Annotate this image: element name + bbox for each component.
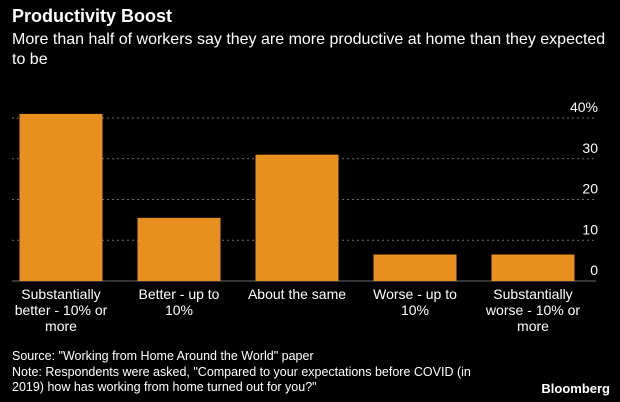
x-category-label-0-line-1: better - 10% or xyxy=(15,302,108,318)
bar-0 xyxy=(19,113,103,281)
x-category-label-2-line-0: About the same xyxy=(248,286,346,302)
bar-3 xyxy=(373,254,457,281)
chart-title: Productivity Boost xyxy=(12,6,173,26)
y-tick-label-40: 40% xyxy=(570,99,598,115)
bar-1 xyxy=(137,217,221,281)
bar-4 xyxy=(491,254,575,281)
respondent-note-line-1: Note: Respondents were asked, "Compared … xyxy=(12,364,471,379)
x-category-label-1-line-0: Better - up to xyxy=(139,286,220,302)
bloomberg-logo: Bloomberg xyxy=(541,381,610,396)
source-note: Source: "Working from Home Around the Wo… xyxy=(12,349,314,363)
y-tick-label-20: 20 xyxy=(582,181,598,197)
y-tick-label-0: 0 xyxy=(590,262,598,278)
x-category-label-4-line-2: more xyxy=(517,318,549,334)
respondent-note-line-2: 2019) how has working from home turned o… xyxy=(12,380,317,394)
x-category-label-1-line-1: 10% xyxy=(165,302,193,318)
chart-footer: Source: "Working from Home Around the Wo… xyxy=(12,349,532,396)
x-category-label-4-line-1: worse - 10% or xyxy=(485,302,580,318)
bar-2 xyxy=(255,154,339,281)
x-category-label-4-line-0: Substantially xyxy=(493,286,572,302)
chart-subtitle: More than half of workers say they are m… xyxy=(12,31,606,68)
x-category-label-3-line-1: 10% xyxy=(401,302,429,318)
y-tick-label-10: 10 xyxy=(582,221,598,237)
x-category-label-0-line-2: more xyxy=(45,318,77,334)
x-category-label-0-line-0: Substantially xyxy=(21,286,100,302)
x-category-label-3-line-0: Worse - up to xyxy=(373,286,457,302)
y-tick-label-30: 30 xyxy=(582,140,598,156)
